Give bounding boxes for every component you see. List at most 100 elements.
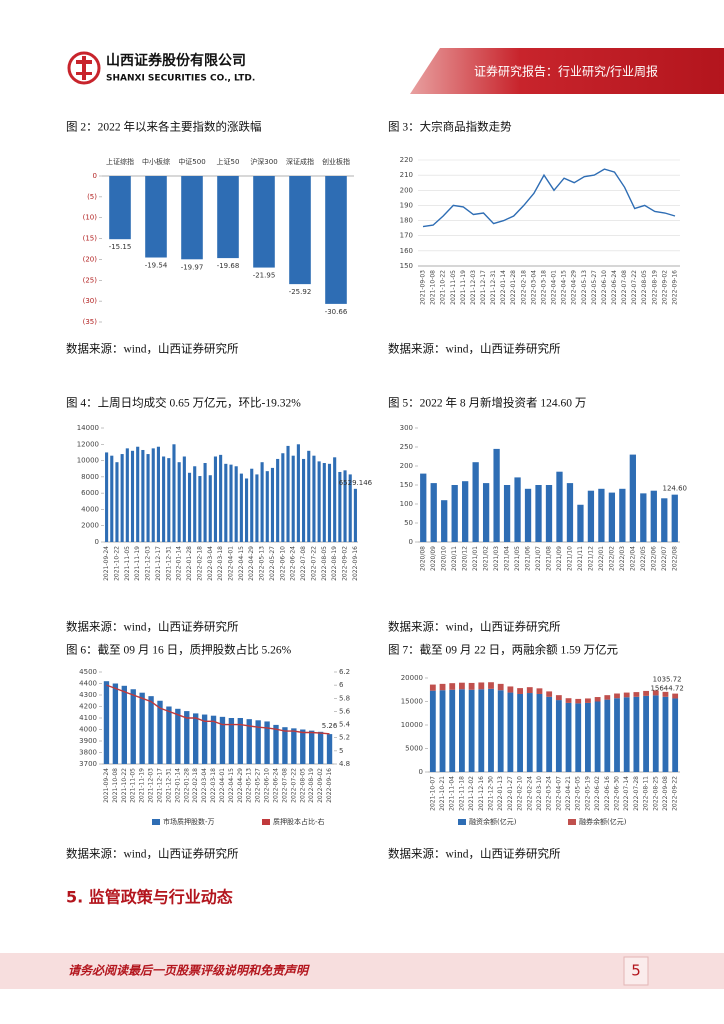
bar [565,702,572,772]
x-tick-label: 2022-01-27 [507,776,514,811]
bar [210,715,217,764]
bar [633,692,640,697]
y-tick-label: (20) [83,255,98,263]
bar [166,706,172,764]
x-tick-label: 2020/10 [441,546,448,571]
y-tick-label: (30) [83,297,98,305]
bar [145,176,167,258]
y-tick-label: 4100 [79,714,97,722]
x-tick-label: 2022-04-01 [228,546,235,581]
bar [662,696,669,772]
x-tick-label: 2022-03-04 [530,270,537,305]
x-tick-label: 2022-07-22 [290,768,297,803]
bar [326,734,333,764]
bar [555,700,562,772]
y2-tick-label: 4.8 [339,760,350,768]
bar [103,681,110,764]
bar [545,485,553,542]
x-tick-label: 2022-09-16 [352,546,359,581]
y-tick-label: 180 [400,217,413,225]
bar [661,498,668,542]
bar [536,693,543,772]
y-tick-label: 6000 [81,489,99,497]
bar [276,458,280,542]
bar [514,477,521,542]
x-tick-label: 2022-09-16 [326,768,333,803]
bar [224,463,228,542]
bar [614,693,620,699]
x-tick-label: 2021-10-07 [429,776,436,811]
bar [182,456,186,542]
page-number: 5 [631,962,641,980]
bar [234,466,238,542]
x-tick-label: 2022-03-04 [201,768,208,803]
x-tick-label: 2021-10-08 [112,768,119,803]
x-tick-label: 2022-06-24 [273,768,280,803]
x-tick-label: 2022-02-10 [517,776,524,811]
bar [468,682,475,690]
x-tick-label: 2022-04-15 [561,270,568,305]
y2-tick-label: 5 [339,747,343,755]
bar [451,485,458,542]
bar [130,689,136,764]
figure-source: 数据来源：wind，山西证券研究所 [66,620,239,634]
y-tick-label: (35) [83,318,98,326]
x-tick-label: 2021-11-19 [139,768,146,803]
x-tick-label: 2021-10-22 [121,768,128,803]
line [422,168,676,228]
x-tick-label: 2022-09-02 [317,768,324,803]
x-tick-label: 2022-09-08 [662,776,669,811]
y-tick-label: 2000 [81,522,99,530]
bar [478,689,485,772]
x-tick-label: 2022-03-10 [536,776,543,811]
bar [198,476,202,542]
x-tick-label: 2021-12-03 [470,270,477,305]
chart: 0 5000 10000 15000 20000 2021-10-07 2021-10-21… [401,674,684,826]
y-tick-label: 190 [400,201,413,209]
y-tick-label: 14000 [77,424,99,432]
x-tick-label: 2021-10-22 [113,546,120,581]
x-tick-label: 中证500 [178,157,205,166]
legend-label: 融资余额(亿元) [469,817,517,826]
x-tick-label: 2022-07-22 [631,270,638,305]
bar [577,504,584,542]
y-tick-label: 250 [400,443,413,451]
logo [67,51,101,85]
bar [524,488,532,542]
x-tick-label: 2022-09-02 [342,546,349,581]
data-label: -15.15 [109,243,132,251]
x-tick-label: 2022-04-29 [571,270,578,305]
x-tick-label: 2021-11-18 [458,776,465,811]
x-tick-label: 2022-02-18 [192,768,199,803]
y-tick-label: 160 [400,247,413,255]
bar [181,176,203,260]
x-tick-label: 2022-06-02 [594,776,601,811]
bar [439,683,446,691]
bar [662,691,669,697]
y-tick-label: 3700 [79,760,97,768]
bar [246,719,252,764]
x-tick-label: 2022-04-15 [238,546,245,581]
company-cn: 山西证券股份有限公司 [106,52,246,69]
y-tick-label: 4500 [79,668,97,676]
bar [208,475,212,542]
bar [136,446,140,542]
figure-caption: 图 2：2022 年以来各主要指数的涨跌幅 [66,120,262,134]
bar [594,701,601,772]
bar [672,698,679,772]
x-tick-label: 2021/03 [493,546,500,571]
bar [343,470,347,542]
x-tick-label: 2022-07-22 [310,546,317,581]
x-tick-label: 2022-04-21 [565,776,572,811]
x-tick-label: 2022-01-28 [510,270,517,305]
bar [671,494,678,542]
bar [109,176,131,240]
bar [105,452,109,542]
bar [125,448,129,542]
bar [472,462,479,542]
bar [172,444,176,542]
y-tick-label: 4300 [79,691,97,699]
bar [317,461,321,542]
bar [441,500,448,542]
bar [598,488,605,542]
